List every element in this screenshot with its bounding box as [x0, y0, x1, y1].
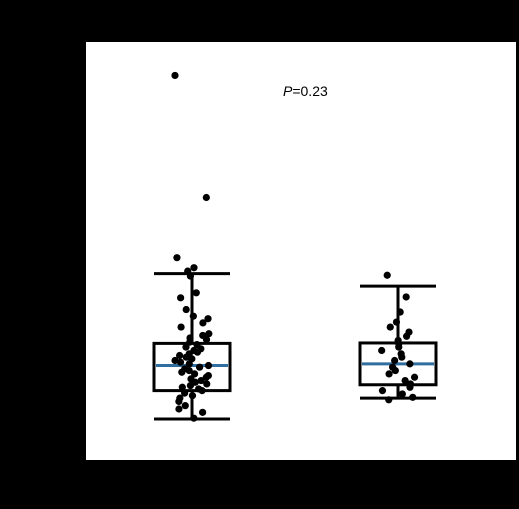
group-1-point: [178, 383, 186, 391]
group-1-point: [198, 387, 206, 395]
group-1-point: [204, 361, 213, 370]
group-2-point: [401, 376, 409, 385]
group-1-point: [190, 264, 198, 272]
group-1-point: [192, 289, 200, 297]
group-1-point: [199, 408, 207, 416]
p-value-annotation: P=0.23: [283, 83, 328, 99]
group-1-point: [176, 358, 185, 366]
p-value: =0.23: [292, 83, 328, 99]
group-1-point: [204, 315, 212, 323]
group-1-point: [185, 360, 193, 368]
group-1-point: [182, 343, 190, 351]
group-2-point: [385, 370, 393, 378]
group-2-point: [402, 293, 410, 301]
group-1-point: [177, 323, 185, 331]
group-1-point: [171, 356, 179, 365]
group-1-point: [202, 193, 210, 202]
group-2-point: [385, 396, 393, 404]
group-1-point: [181, 402, 189, 410]
group-1-point: [190, 370, 199, 378]
group-2-point: [378, 387, 387, 395]
group-1-point: [188, 392, 197, 400]
group-1-point: [182, 305, 190, 314]
group-2-point: [378, 346, 386, 355]
group-1-point: [202, 336, 211, 344]
group-1-point: [177, 294, 185, 302]
group-2-point: [398, 390, 406, 398]
group-1-point: [186, 338, 194, 346]
group-2-point: [410, 373, 419, 381]
plot-panel: [86, 42, 516, 460]
group-1-point: [178, 368, 186, 376]
group-1-point: [199, 319, 207, 327]
group-2-point: [383, 271, 391, 279]
group-2-point: [386, 323, 394, 331]
group-1-point: [202, 373, 210, 381]
group-2-point: [395, 343, 403, 351]
group-1-point: [185, 366, 193, 375]
group-1-point: [205, 330, 213, 338]
group-2-point: [392, 318, 401, 326]
group-2-point: [391, 366, 399, 375]
p-label: P: [283, 83, 293, 99]
group-1-point: [182, 353, 190, 361]
group-1-point: [175, 397, 183, 406]
group-1-point: [193, 348, 202, 356]
group-2-point: [409, 393, 417, 401]
group-1-point: [173, 254, 181, 262]
group-1-point: [203, 380, 211, 388]
group-1-point: [171, 71, 179, 80]
group-2-point: [406, 360, 414, 368]
group-1-point: [186, 381, 195, 390]
group-1-point: [176, 351, 184, 360]
group-2-point: [402, 332, 411, 340]
group-1-point: [195, 363, 204, 371]
group-1-point: [186, 272, 195, 280]
group-2-point: [398, 353, 406, 361]
group-1-point: [197, 376, 205, 385]
group-2-point: [391, 356, 399, 365]
group-1-point: [175, 405, 183, 413]
group-2-point: [406, 383, 414, 391]
group-1-point: [189, 312, 197, 320]
group-2-point: [396, 308, 404, 316]
group-1-point: [190, 414, 198, 422]
group-1-point: [181, 389, 189, 397]
